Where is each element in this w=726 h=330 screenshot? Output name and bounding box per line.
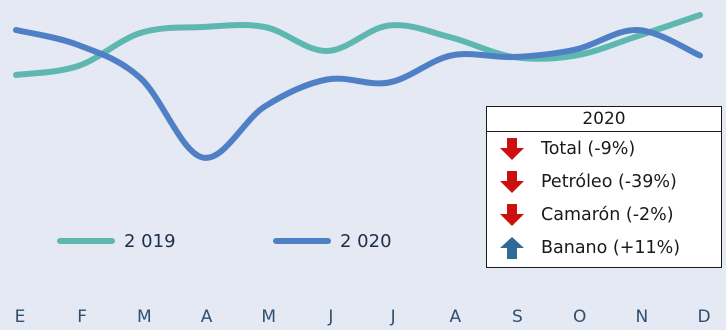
series-line-2019 bbox=[13, 12, 703, 78]
summary-row-total: Total (-9%) bbox=[487, 132, 721, 165]
legend-label: 2 019 bbox=[124, 231, 176, 252]
summary-row-petroleo: Petróleo (-39%) bbox=[487, 165, 721, 198]
series-line-2020 bbox=[13, 26, 703, 161]
x-tick-label: M bbox=[137, 307, 152, 327]
x-tick-label: J bbox=[327, 307, 333, 327]
x-tick-label: A bbox=[449, 307, 461, 327]
x-tick-label: N bbox=[635, 307, 648, 327]
summary-box-title: 2020 bbox=[487, 107, 721, 132]
x-tick-label: F bbox=[77, 307, 87, 327]
down-arrow-icon bbox=[499, 137, 525, 161]
summary-label-banano: Banano (+11%) bbox=[541, 237, 681, 258]
x-tick-label: E bbox=[15, 307, 26, 327]
x-tick-label: J bbox=[390, 307, 396, 327]
x-tick-label: M bbox=[261, 307, 276, 327]
summary-row-banano: Banano (+11%) bbox=[487, 231, 721, 264]
up-arrow-icon bbox=[499, 236, 525, 260]
summary-label-petroleo: Petróleo (-39%) bbox=[541, 171, 677, 192]
summary-box-2020: 2020 Total (-9%) Petróleo (-39%) Camarón… bbox=[486, 106, 722, 268]
down-arrow-icon bbox=[499, 170, 525, 194]
summary-label-camaron: Camarón (-2%) bbox=[541, 204, 674, 225]
summary-label-total: Total (-9%) bbox=[541, 138, 636, 159]
summary-row-camaron: Camarón (-2%) bbox=[487, 198, 721, 231]
x-tick-label: O bbox=[573, 307, 586, 327]
down-arrow-icon bbox=[499, 203, 525, 227]
legend-label: 2 020 bbox=[340, 231, 392, 252]
x-tick-label: S bbox=[512, 307, 523, 327]
x-tick-label: A bbox=[201, 307, 213, 327]
x-tick-label: D bbox=[697, 307, 710, 327]
